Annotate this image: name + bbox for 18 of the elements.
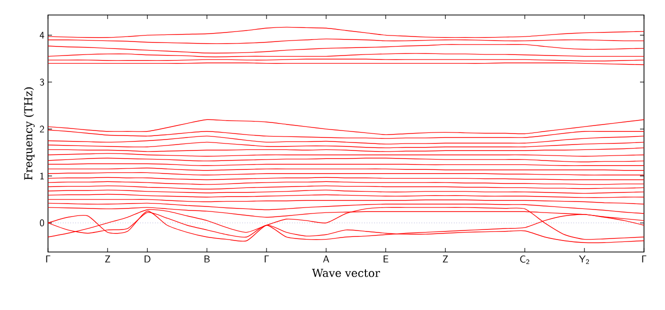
y-tick-label: 1 <box>40 172 44 180</box>
x-tick-label: Z <box>442 256 448 262</box>
x-tick-label: D <box>144 256 150 262</box>
x-tick-label: Γ <box>46 256 50 262</box>
y-tick-label: 0 <box>40 219 44 226</box>
x-tick-label: Γ <box>264 256 269 262</box>
x-tick-label: Y$_{2}$ <box>579 256 589 264</box>
x-tick-label: B <box>204 256 210 262</box>
x-tick-label: C$_{2}$ <box>520 256 530 264</box>
y-axis-title: Frequency (THz) <box>24 87 35 180</box>
x-axis-title: Wave vector <box>312 268 380 278</box>
y-tick-label: 2 <box>40 126 44 132</box>
x-tick-label: Z <box>105 256 110 262</box>
y-tick-label: 3 <box>40 78 44 86</box>
x-tick-label: E <box>384 256 388 262</box>
x-tick-label: Γ <box>642 256 646 262</box>
y-tick-label: 4 <box>40 32 44 38</box>
x-tick-label: A <box>323 256 330 262</box>
